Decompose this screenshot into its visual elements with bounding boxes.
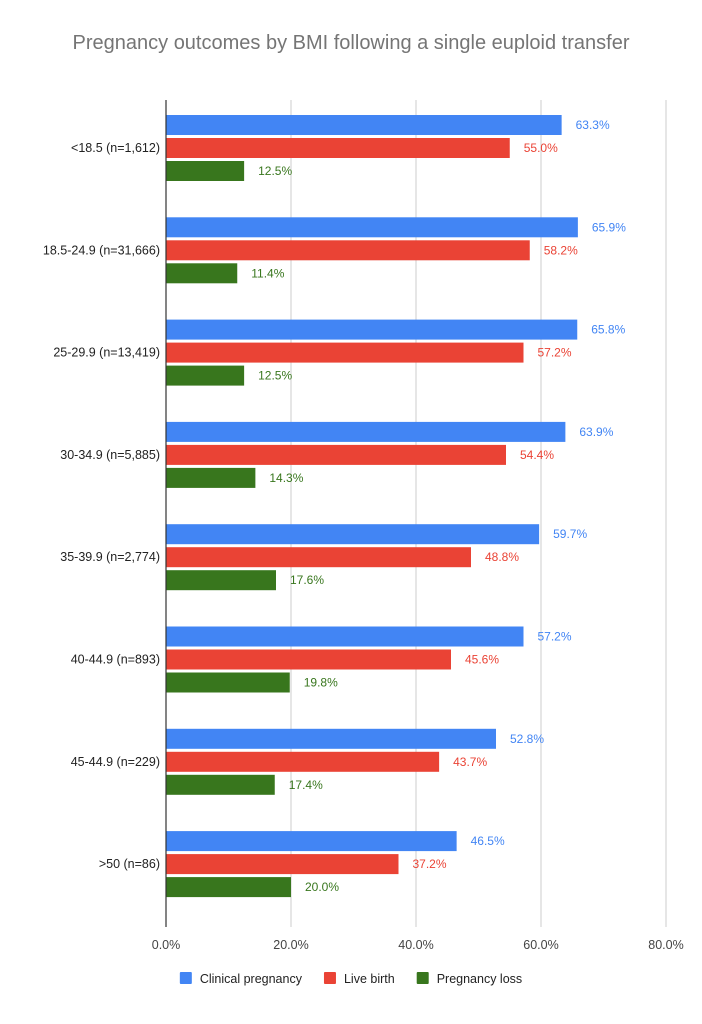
x-tick-label: 0.0%: [152, 938, 181, 952]
data-label: 19.8%: [304, 676, 338, 690]
x-tick-label: 40.0%: [398, 938, 433, 952]
bar: [166, 774, 275, 795]
data-label: 12.5%: [258, 164, 292, 178]
data-label: 63.9%: [579, 425, 613, 439]
bar: [166, 649, 451, 670]
legend-swatch: [179, 972, 192, 984]
data-label: 37.2%: [413, 857, 447, 871]
data-label: 58.2%: [544, 243, 578, 257]
legend-label: Live birth: [344, 972, 395, 986]
bar: [166, 467, 256, 488]
data-label: 55.0%: [524, 141, 558, 155]
bar: [166, 161, 245, 181]
bar: [166, 444, 506, 465]
legend-label: Pregnancy loss: [437, 972, 522, 986]
category-label: <18.5 (n=1,612): [71, 141, 160, 155]
bar: [166, 342, 524, 363]
data-label: 46.5%: [471, 834, 505, 848]
data-label: 43.7%: [453, 755, 487, 769]
data-label: 45.6%: [465, 653, 499, 667]
data-label: 11.4%: [251, 266, 284, 280]
bar: [166, 524, 540, 545]
x-tick-label: 80.0%: [648, 938, 683, 952]
x-tick-label: 60.0%: [523, 938, 558, 952]
bar: [166, 421, 566, 442]
x-tick-label: 20.0%: [273, 938, 308, 952]
data-label: 57.2%: [538, 630, 572, 644]
bar: [166, 672, 290, 693]
category-label: 30-34.9 (n=5,885): [60, 448, 160, 462]
bar: [166, 319, 578, 340]
bar: [166, 365, 245, 386]
bar: [166, 263, 238, 284]
bar: [166, 138, 510, 158]
data-label: 63.3%: [576, 118, 610, 132]
data-label: 17.4%: [289, 778, 323, 792]
data-label: 20.0%: [305, 880, 339, 894]
data-label: 57.2%: [538, 346, 572, 360]
data-label: 65.8%: [591, 323, 625, 337]
category-label: >50 (n=86): [99, 857, 160, 871]
bar: [166, 547, 471, 568]
bar: [166, 728, 496, 749]
legend-swatch: [416, 972, 429, 984]
bar: [166, 115, 562, 135]
bar: [166, 626, 524, 647]
chart-title: Pregnancy outcomes by BMI following a si…: [72, 32, 630, 54]
category-label: 40-44.9 (n=893): [71, 653, 160, 667]
category-label: 45-44.9 (n=229): [71, 755, 160, 769]
bar: [166, 217, 578, 238]
data-label: 54.4%: [520, 448, 554, 462]
data-label: 48.8%: [485, 550, 519, 564]
category-label: 18.5-24.9 (n=31,666): [43, 243, 160, 257]
category-label: 35-39.9 (n=2,774): [60, 550, 160, 564]
bar: [166, 877, 291, 898]
data-label: 59.7%: [553, 527, 587, 541]
legend-swatch: [323, 972, 336, 984]
data-label: 12.5%: [258, 369, 292, 383]
bar: [166, 854, 399, 875]
data-label: 17.6%: [290, 573, 324, 587]
data-label: 14.3%: [269, 471, 303, 485]
bar: [166, 570, 276, 591]
category-label: 25-29.9 (n=13,419): [53, 346, 160, 360]
legend-label: Clinical pregnancy: [200, 972, 303, 986]
bar: [166, 240, 530, 261]
bar: [166, 831, 457, 852]
data-label: 65.9%: [592, 220, 626, 234]
bar: [166, 751, 440, 772]
data-label: 52.8%: [510, 732, 544, 746]
